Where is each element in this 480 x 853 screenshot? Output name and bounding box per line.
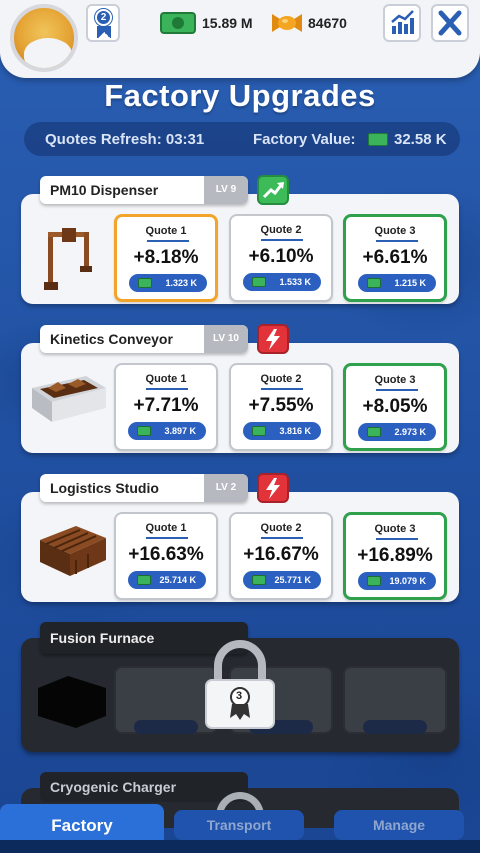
rank-badge-button[interactable]: 2 bbox=[86, 4, 120, 42]
quote-option[interactable]: Quote 3 +8.05% 2.973 K bbox=[343, 363, 447, 451]
stats-icon bbox=[391, 10, 414, 34]
factory-value-amount: 32.58 K bbox=[394, 131, 447, 148]
quote-percent: +8.05% bbox=[362, 396, 428, 417]
quote-percent: +16.67% bbox=[243, 544, 319, 565]
lightning-icon bbox=[257, 473, 289, 503]
quote-option[interactable]: Quote 1 +7.71% 3.897 K bbox=[114, 363, 218, 451]
money-icon bbox=[367, 576, 381, 586]
level-badge: LV 10 bbox=[204, 325, 248, 353]
tab-manage[interactable]: Manage bbox=[334, 810, 464, 840]
quote-percent: +6.61% bbox=[362, 247, 428, 268]
money-icon bbox=[160, 12, 196, 34]
money-amount: 15.89 M bbox=[202, 15, 253, 31]
trend-up-icon bbox=[257, 175, 289, 205]
quote-percent: +16.89% bbox=[357, 545, 433, 566]
quote-price[interactable]: 3.816 K bbox=[243, 422, 321, 440]
furnace-silhouette-icon bbox=[38, 676, 106, 728]
money-icon bbox=[252, 575, 266, 585]
quotes-refresh-timer: Quotes Refresh: 03:31 bbox=[45, 131, 205, 148]
card-title-tag: Cryogenic Charger bbox=[40, 772, 248, 802]
money-icon bbox=[367, 427, 381, 437]
required-rank-number: 3 bbox=[236, 690, 243, 702]
close-icon bbox=[438, 10, 462, 36]
quote-option[interactable]: Quote 2 +6.10% 1.533 K bbox=[229, 214, 333, 302]
money-icon bbox=[368, 133, 388, 146]
quote-price[interactable]: 25.771 K bbox=[243, 571, 321, 589]
machine-name: PM10 Dispenser bbox=[50, 182, 159, 198]
quote-percent: +8.18% bbox=[133, 247, 199, 268]
conveyor-machine-icon bbox=[32, 376, 106, 422]
quote-option[interactable]: Quote 1 +16.63% 25.714 K bbox=[114, 512, 218, 600]
avatar-icon[interactable] bbox=[10, 4, 78, 72]
rank-badge-icon: 2 bbox=[95, 9, 112, 26]
candy-icon bbox=[272, 14, 302, 32]
tab-transport[interactable]: Transport bbox=[174, 810, 304, 840]
level-badge: LV 9 bbox=[204, 176, 248, 204]
quote-percent: +7.71% bbox=[133, 395, 199, 416]
quote-price[interactable]: 1.533 K bbox=[243, 273, 321, 291]
quote-option[interactable]: Quote 1 +8.18% 1.323 K bbox=[114, 214, 218, 302]
machine-name: Logistics Studio bbox=[50, 480, 159, 496]
close-button[interactable] bbox=[431, 4, 469, 42]
padlock-icon[interactable]: 3 bbox=[202, 640, 278, 732]
money-icon bbox=[252, 426, 266, 436]
quote-price[interactable]: 2.973 K bbox=[358, 423, 436, 441]
quote-price[interactable]: 19.079 K bbox=[358, 572, 436, 590]
stats-button[interactable] bbox=[383, 4, 421, 42]
quote-percent: +6.10% bbox=[248, 246, 314, 267]
machine-name: Cryogenic Charger bbox=[50, 779, 177, 795]
quote-price[interactable]: 1.215 K bbox=[358, 274, 436, 292]
card-title-tag: Logistics Studio LV 2 bbox=[40, 474, 248, 502]
money-icon bbox=[138, 278, 152, 288]
dispenser-machine-icon bbox=[44, 228, 92, 290]
quote-option[interactable]: Quote 2 +16.67% 25.771 K bbox=[229, 512, 333, 600]
money-icon bbox=[137, 426, 151, 436]
level-badge: LV 2 bbox=[204, 474, 248, 502]
quote-option[interactable]: Quote 3 +16.89% 19.079 K bbox=[343, 512, 447, 600]
machine-name: Fusion Furnace bbox=[50, 630, 155, 646]
card-title-tag: Fusion Furnace bbox=[40, 622, 248, 654]
factory-value-label: Factory Value: bbox=[253, 131, 356, 148]
tab-bar-base bbox=[0, 840, 480, 853]
page-title: Factory Upgrades bbox=[104, 78, 376, 113]
money-icon bbox=[367, 278, 381, 288]
card-title-tag: Kinetics Conveyor LV 10 bbox=[40, 325, 248, 353]
top-bar: 2 15.89 M 84670 bbox=[0, 0, 480, 78]
quote-option[interactable]: Quote 2 +7.55% 3.816 K bbox=[229, 363, 333, 451]
card-title-tag: PM10 Dispenser LV 9 bbox=[40, 176, 248, 204]
quote-option[interactable]: Quote 3 +6.61% 1.215 K bbox=[343, 214, 447, 302]
logistics-studio-icon bbox=[40, 526, 106, 576]
machine-name: Kinetics Conveyor bbox=[50, 331, 173, 347]
money-icon bbox=[137, 575, 151, 585]
lightning-icon bbox=[257, 324, 289, 354]
candy-amount: 84670 bbox=[308, 15, 347, 31]
quote-percent: +7.55% bbox=[248, 395, 314, 416]
quote-price[interactable]: 3.897 K bbox=[128, 422, 206, 440]
quote-percent: +16.63% bbox=[128, 544, 204, 565]
money-icon bbox=[252, 277, 266, 287]
quote-price[interactable]: 1.323 K bbox=[129, 274, 207, 292]
quote-price[interactable]: 25.714 K bbox=[128, 571, 206, 589]
